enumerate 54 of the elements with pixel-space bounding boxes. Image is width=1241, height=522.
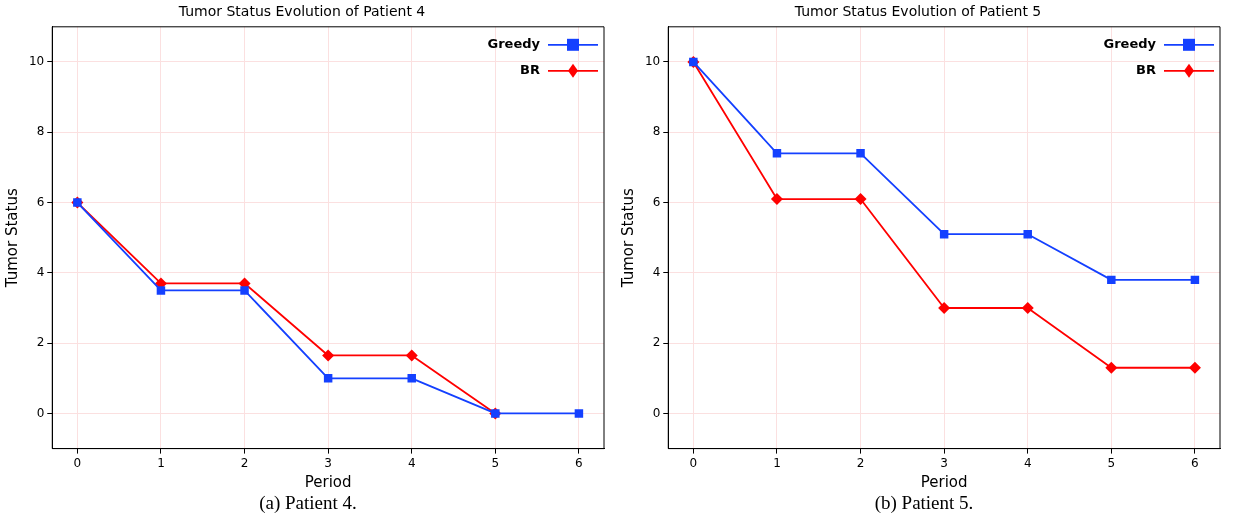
point: [1021, 302, 1034, 314]
x-tick-label: 3: [940, 455, 948, 470]
y-tick-label: 8: [36, 124, 45, 139]
y-tick-label: 10: [28, 54, 45, 69]
point: [405, 349, 418, 362]
x-tick-label: 0: [73, 455, 82, 470]
y-axis-title: Tumor Status: [618, 188, 637, 289]
y-tick-label: 0: [36, 405, 45, 420]
x-tick-label: 1: [773, 455, 781, 470]
text: (b) Patient 5.: [873, 492, 975, 514]
point: [1107, 275, 1116, 285]
y-tick-label: 10: [644, 54, 661, 69]
legend-label: BR: [1136, 62, 1156, 78]
y-tick-label: 4: [652, 264, 661, 279]
chart-title: Tumor Status Evolution of Patient 5: [793, 3, 1042, 20]
point: [574, 409, 584, 418]
point: [772, 149, 782, 158]
chart-title: Tumor Status Evolution of Patient 4: [177, 3, 426, 20]
y-tick-label: 8: [652, 124, 661, 139]
y-tick-label: 6: [36, 194, 45, 209]
x-tick-label: 4: [1023, 455, 1032, 470]
point: [156, 286, 166, 295]
point: [770, 193, 783, 206]
point: [1023, 229, 1032, 239]
x-axis-title: Period: [920, 472, 968, 491]
x-tick-label: 5: [1107, 455, 1116, 470]
y-tick-label: 2: [652, 335, 661, 350]
point: [854, 193, 867, 206]
x-tick-label: 5: [491, 455, 500, 470]
y-axis-title: Tumor Status: [2, 188, 21, 289]
x-tick-label: 2: [856, 455, 865, 470]
text: (a) Patient 4.: [258, 492, 358, 514]
x-tick-label: 1: [157, 455, 165, 470]
legend-label: BR: [520, 62, 540, 78]
x-tick-label: 4: [407, 455, 416, 470]
legend-label: Greedy: [487, 36, 541, 52]
y-tick-label: 4: [36, 264, 45, 279]
point: [323, 374, 333, 383]
y-tick-label: 6: [652, 194, 661, 209]
x-tick-label: 2: [240, 455, 249, 470]
x-tick-label: 0: [689, 455, 698, 470]
point: [1105, 361, 1118, 374]
x-tick-label: 6: [1191, 455, 1199, 470]
legend-label: Greedy: [1103, 36, 1157, 52]
y-tick-label: 2: [36, 335, 45, 350]
x-tick-label: 6: [575, 455, 583, 470]
point: [322, 349, 335, 362]
x-axis-title: Period: [304, 472, 352, 491]
y-tick-label: 0: [652, 405, 661, 420]
x-tick-label: 3: [324, 455, 332, 470]
point: [407, 374, 416, 383]
point: [1188, 361, 1201, 374]
point: [856, 149, 865, 158]
point: [240, 286, 249, 295]
